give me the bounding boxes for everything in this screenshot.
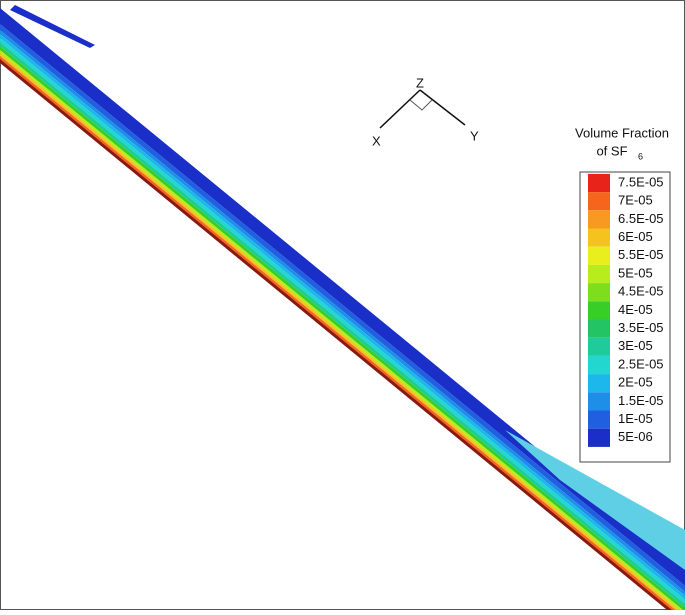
legend-title: Volume Fraction (575, 125, 669, 140)
triad-z-label: Z (416, 75, 424, 90)
plume-band (0, 24, 685, 592)
triad-x (379, 89, 421, 129)
plume (0, 5, 685, 615)
plume-band (0, 42, 685, 608)
legend-swatch (588, 355, 610, 375)
legend-swatch (588, 428, 610, 447)
legend-title-subscript: 6 (638, 151, 643, 161)
legend-swatch (588, 173, 610, 193)
legend-swatch (588, 192, 610, 211)
legend-swatch (588, 210, 610, 229)
legend-swatch (588, 301, 610, 320)
triad-y (419, 89, 466, 126)
legend-label: 5.5E-05 (618, 247, 664, 262)
legend-label: 1E-05 (618, 411, 653, 426)
plume-band (0, 50, 685, 615)
legend-label: 6.5E-05 (618, 211, 664, 226)
legend-swatch (588, 228, 610, 247)
plume-band (0, 53, 685, 615)
legend-swatch (588, 246, 610, 265)
legend-title: of SF (596, 143, 627, 158)
legend-label: 4E-05 (618, 302, 653, 317)
triad-box (409, 99, 433, 111)
legend-label: 1.5E-05 (618, 393, 664, 408)
triad-y-label: Y (470, 128, 479, 143)
plume-band (0, 8, 685, 586)
legend-swatch (588, 264, 610, 284)
plume-band (0, 46, 685, 612)
legend-label: 4.5E-05 (618, 284, 664, 299)
legend-swatch (588, 319, 610, 338)
plume-band (0, 38, 685, 604)
legend-label: 3.5E-05 (618, 320, 664, 335)
legend-swatch (588, 283, 610, 302)
legend-label: 6E-05 (618, 229, 653, 244)
legend-label: 7E-05 (618, 193, 653, 208)
legend-label: 5E-05 (618, 265, 653, 280)
legend-swatch (588, 392, 610, 411)
legend-label: 2E-05 (618, 375, 653, 390)
triad-x-label: X (372, 133, 381, 148)
plume-band (0, 56, 682, 615)
legend-swatch (588, 374, 610, 393)
plume-band (0, 59, 679, 615)
axes-triad: X Y Z (372, 75, 479, 148)
legend-swatch (588, 337, 610, 356)
plume-band (10, 5, 95, 48)
legend-label: 3E-05 (618, 338, 653, 353)
legend-label: 5E-06 (618, 429, 653, 444)
legend-label: 2.5E-05 (618, 356, 664, 371)
plume-band (0, 34, 685, 600)
plume-band (0, 30, 685, 596)
legend-label: 7.5E-05 (618, 174, 664, 189)
legend-swatch (588, 410, 610, 429)
legend: 7.5E-05 7E-05 6.5E-05 6E-05 5.5E-05 5E-05 4.5E… (588, 173, 664, 447)
plume-band (505, 430, 685, 570)
